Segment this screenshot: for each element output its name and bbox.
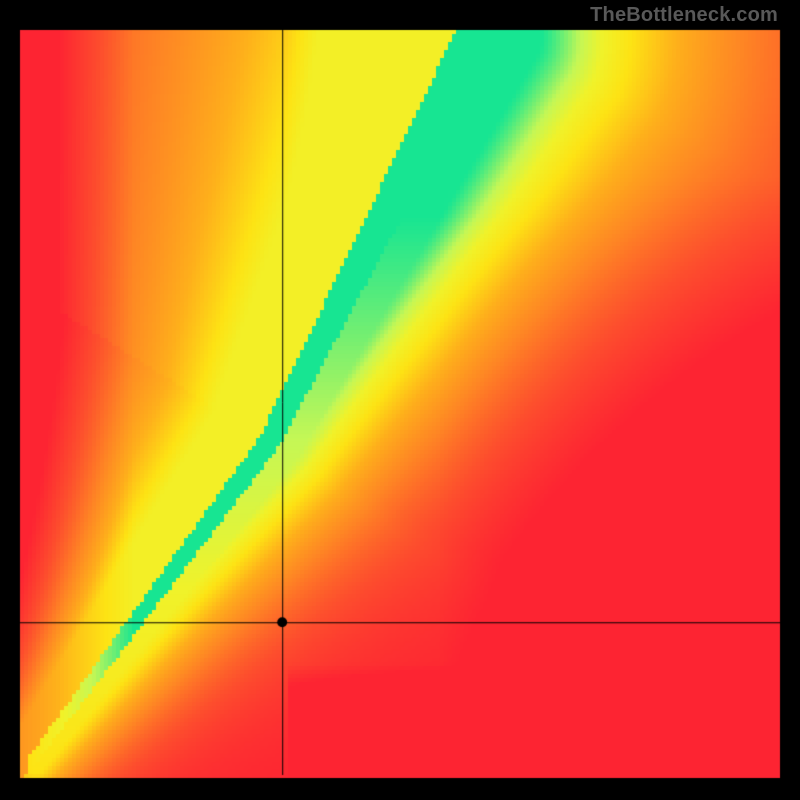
bottleneck-heatmap	[0, 0, 800, 800]
watermark-text: TheBottleneck.com	[590, 4, 778, 27]
chart-container: TheBottleneck.com	[0, 0, 800, 800]
